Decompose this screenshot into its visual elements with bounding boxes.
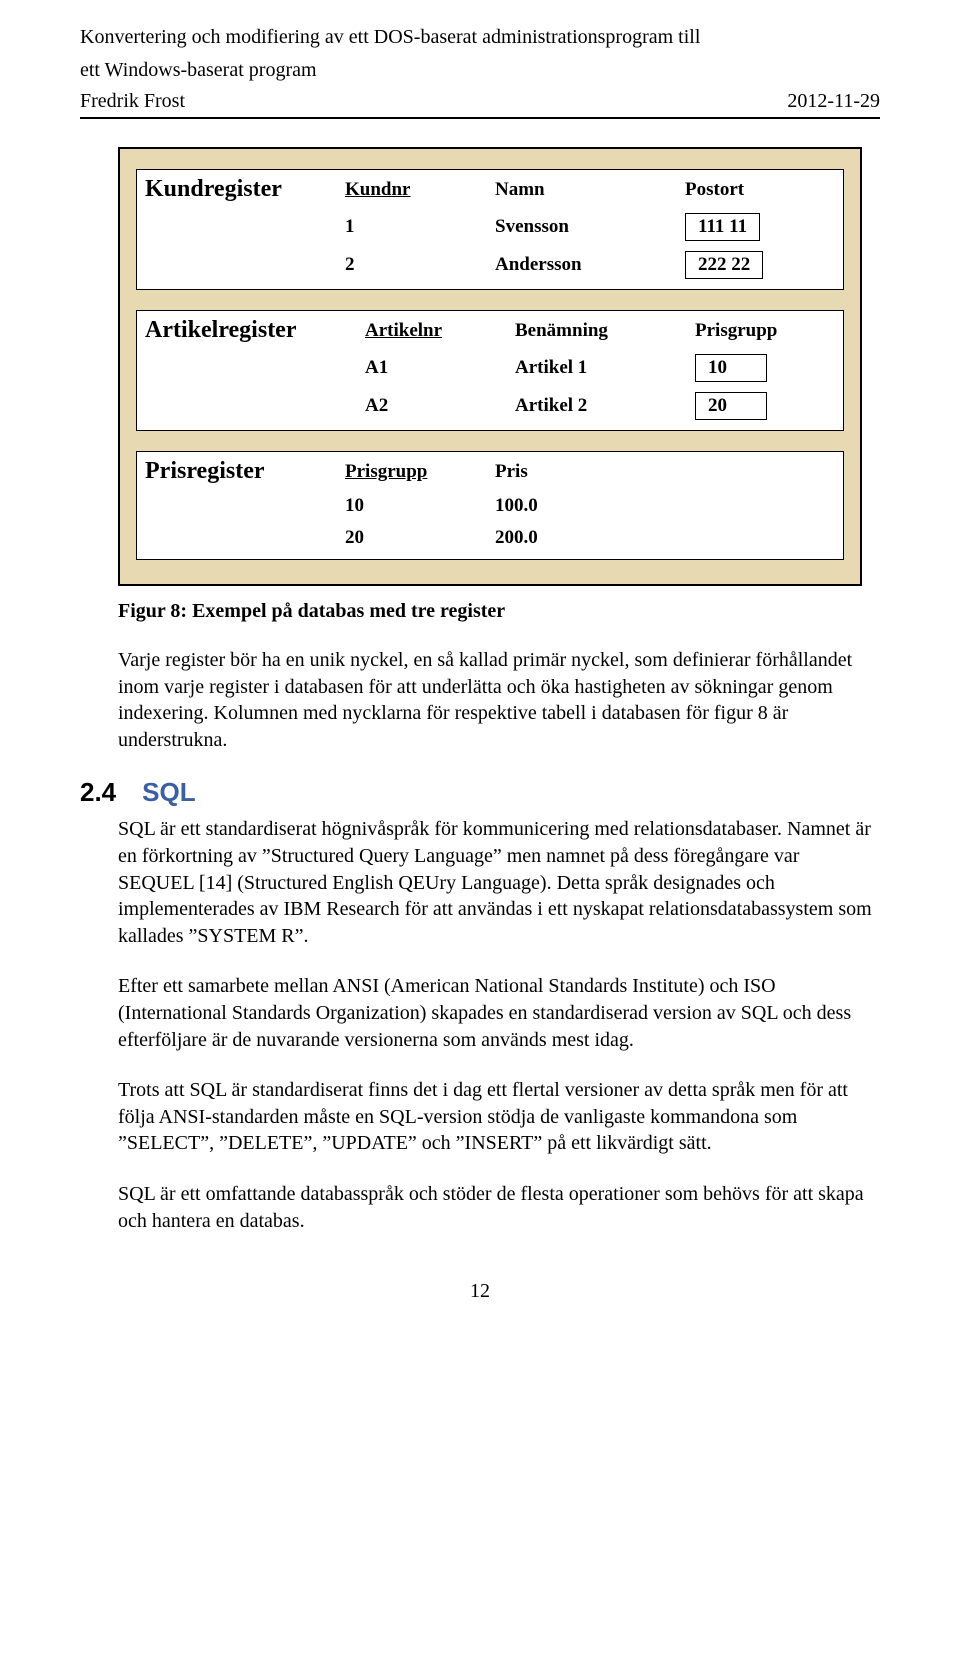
figure-caption: Figur 8: Exempel på databas med tre regi… xyxy=(118,600,880,623)
artikel-header-benamning: Benämning xyxy=(515,320,695,342)
pris-title: Prisregister xyxy=(145,458,345,485)
artikel-header-prisgrupp: Prisgrupp xyxy=(695,320,845,342)
artikelregister-grid: Artikelregister Artikelnr Benämning Pris… xyxy=(145,317,835,420)
sql-paragraph-3: Trots att SQL är standardiserat finns de… xyxy=(118,1077,880,1157)
kundregister-box: Kundregister Kundnr Namn Postort 1 Svens… xyxy=(136,169,844,290)
header-meta: Fredrik Frost 2012-11-29 xyxy=(80,90,880,113)
doc-title-line1: Konvertering och modifiering av ett DOS-… xyxy=(80,24,880,51)
kund-r1-c1: 1 xyxy=(345,216,495,238)
sql-paragraph-2: Efter ett samarbete mellan ANSI (America… xyxy=(118,973,880,1053)
date: 2012-11-29 xyxy=(787,90,880,113)
artikel-title: Artikelregister xyxy=(145,317,365,344)
pris-r1-c1: 10 xyxy=(345,495,495,517)
page: Konvertering och modifiering av ett DOS-… xyxy=(0,0,960,1343)
kund-r1-c3: 111 11 xyxy=(685,213,760,241)
pris-header-pris: Pris xyxy=(495,461,645,483)
artikel-r2-c2: Artikel 2 xyxy=(515,395,695,417)
db-diagram: Kundregister Kundnr Namn Postort 1 Svens… xyxy=(118,147,862,586)
artikel-header-artikelnr: Artikelnr xyxy=(365,320,515,342)
artikel-r2-c3: 20 xyxy=(695,392,767,420)
artikel-r1-c1: A1 xyxy=(365,357,515,379)
section-heading: 2.4 SQL xyxy=(80,777,880,808)
kund-r2-c1: 2 xyxy=(345,254,495,276)
pris-r2-c2: 200.0 xyxy=(495,527,645,549)
section-number: 2.4 xyxy=(80,777,116,808)
kund-r2-c2: Andersson xyxy=(495,254,685,276)
kund-title: Kundregister xyxy=(145,176,345,203)
prisregister-grid: Prisregister Prisgrupp Pris 10 100.0 20 … xyxy=(145,458,835,549)
pris-r2-c1: 20 xyxy=(345,527,495,549)
pris-header-prisgrupp: Prisgrupp xyxy=(345,461,495,483)
figure-8: Kundregister Kundnr Namn Postort 1 Svens… xyxy=(118,147,862,586)
doc-title-line2: ett Windows-baserat program xyxy=(80,57,880,84)
pris-r1-c2: 100.0 xyxy=(495,495,645,517)
section-title: SQL xyxy=(142,777,195,808)
kund-r1-c2: Svensson xyxy=(495,216,685,238)
kund-header-namn: Namn xyxy=(495,179,685,201)
prisregister-box: Prisregister Prisgrupp Pris 10 100.0 20 … xyxy=(136,451,844,560)
artikel-r1-c3: 10 xyxy=(695,354,767,382)
kund-header-kundnr: Kundnr xyxy=(345,179,495,201)
kund-r2-c3: 222 22 xyxy=(685,251,763,279)
kundregister-grid: Kundregister Kundnr Namn Postort 1 Svens… xyxy=(145,176,835,279)
artikel-r2-c1: A2 xyxy=(365,395,515,417)
sql-paragraph-1: SQL är ett standardiserat högnivåspråk f… xyxy=(118,816,880,949)
header-rule xyxy=(80,117,880,119)
artikelregister-box: Artikelregister Artikelnr Benämning Pris… xyxy=(136,310,844,431)
page-number: 12 xyxy=(80,1280,880,1303)
intro-paragraph: Varje register bör ha en unik nyckel, en… xyxy=(118,647,880,753)
kund-header-postort: Postort xyxy=(685,179,835,201)
sql-paragraph-4: SQL är ett omfattande databasspråk och s… xyxy=(118,1181,880,1234)
author: Fredrik Frost xyxy=(80,90,185,113)
artikel-r1-c2: Artikel 1 xyxy=(515,357,695,379)
